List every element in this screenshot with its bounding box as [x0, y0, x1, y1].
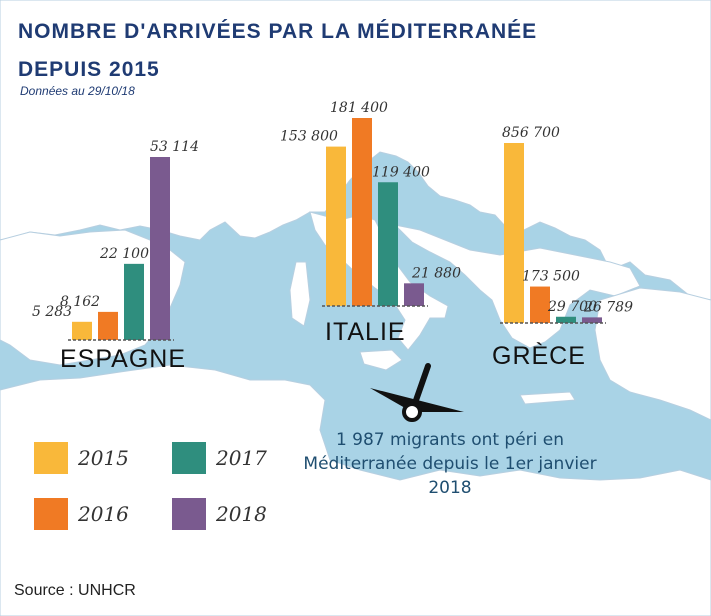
value-label-espagne-2016: 8 162 — [60, 294, 100, 310]
value-label-espagne-2015: 5 283 — [32, 304, 72, 320]
value-label-grèce-2016: 173 500 — [522, 269, 580, 285]
value-label-italie-2017: 119 400 — [372, 164, 430, 180]
value-label-italie-2018: 21 880 — [411, 265, 461, 281]
boat-icon — [370, 363, 464, 422]
bar-grèce-2016 — [530, 286, 550, 323]
bar-grèce-2017 — [556, 316, 576, 323]
map-land-sardinia — [289, 261, 311, 327]
bar-italie-2018 — [404, 283, 424, 306]
value-label-espagne-2017: 22 100 — [99, 246, 149, 262]
bar-italie-2016 — [352, 118, 372, 306]
chart-subtitle: Données au 29/10/18 — [20, 84, 135, 98]
legend-swatch-2015 — [34, 442, 68, 474]
value-label-espagne-2018: 53 114 — [150, 139, 199, 155]
legend-label-2017: 2017 — [216, 446, 267, 470]
map-land-crete — [519, 391, 576, 405]
bar-group-1: 153 800 181 400 119 400 21 880 — [280, 100, 461, 307]
bar-italie-2017 — [378, 182, 398, 306]
country-label-espagne: ESPAGNE — [60, 345, 187, 373]
legend-item-2017: 2017 — [172, 442, 267, 474]
map-land-sicily — [359, 349, 403, 371]
legend-swatch-2016 — [34, 498, 68, 530]
value-label-grèce-2017: 29 700 — [547, 299, 597, 315]
legend-swatch-2018 — [172, 498, 206, 530]
bar-espagne-2017 — [124, 263, 144, 340]
bar-italie-2015 — [326, 146, 346, 306]
bar-espagne-2015 — [72, 321, 92, 340]
country-label-italie: ITALIE — [325, 318, 406, 346]
bar-grèce-2015 — [504, 143, 524, 323]
bar-grèce-2018 — [582, 317, 602, 323]
legend-label-2015: 2015 — [78, 446, 129, 470]
casualty-note: 1 987 migrants ont péri en Méditerranée … — [303, 430, 597, 498]
bar-espagne-2016 — [98, 311, 118, 340]
value-label-grèce-2015: 856 700 — [502, 125, 560, 141]
value-label-grèce-2018: 26 789 — [583, 299, 633, 315]
legend-label-2016: 2016 — [78, 502, 129, 526]
chart-title-line1: NOMBRE D'ARRIVÉES PAR LA MÉDITERRANÉE — [18, 20, 538, 43]
legend-item-2018: 2018 — [172, 498, 267, 530]
legend-swatch-2017 — [172, 442, 206, 474]
map-land-africa — [0, 364, 711, 616]
country-label-grece: GRÈCE — [492, 342, 586, 370]
legend-item-2015: 2015 — [34, 442, 129, 474]
value-label-italie-2016: 181 400 — [330, 100, 388, 116]
chart-title-line2: DEPUIS 2015 — [18, 58, 160, 81]
map-land-turkey — [594, 287, 711, 421]
value-label-italie-2015: 153 800 — [280, 129, 338, 145]
source-credit: Source : UNHCR — [14, 582, 136, 599]
legend-item-2016: 2016 — [34, 498, 129, 530]
legend-label-2018: 2018 — [216, 502, 267, 526]
bar-espagne-2018 — [150, 157, 170, 340]
